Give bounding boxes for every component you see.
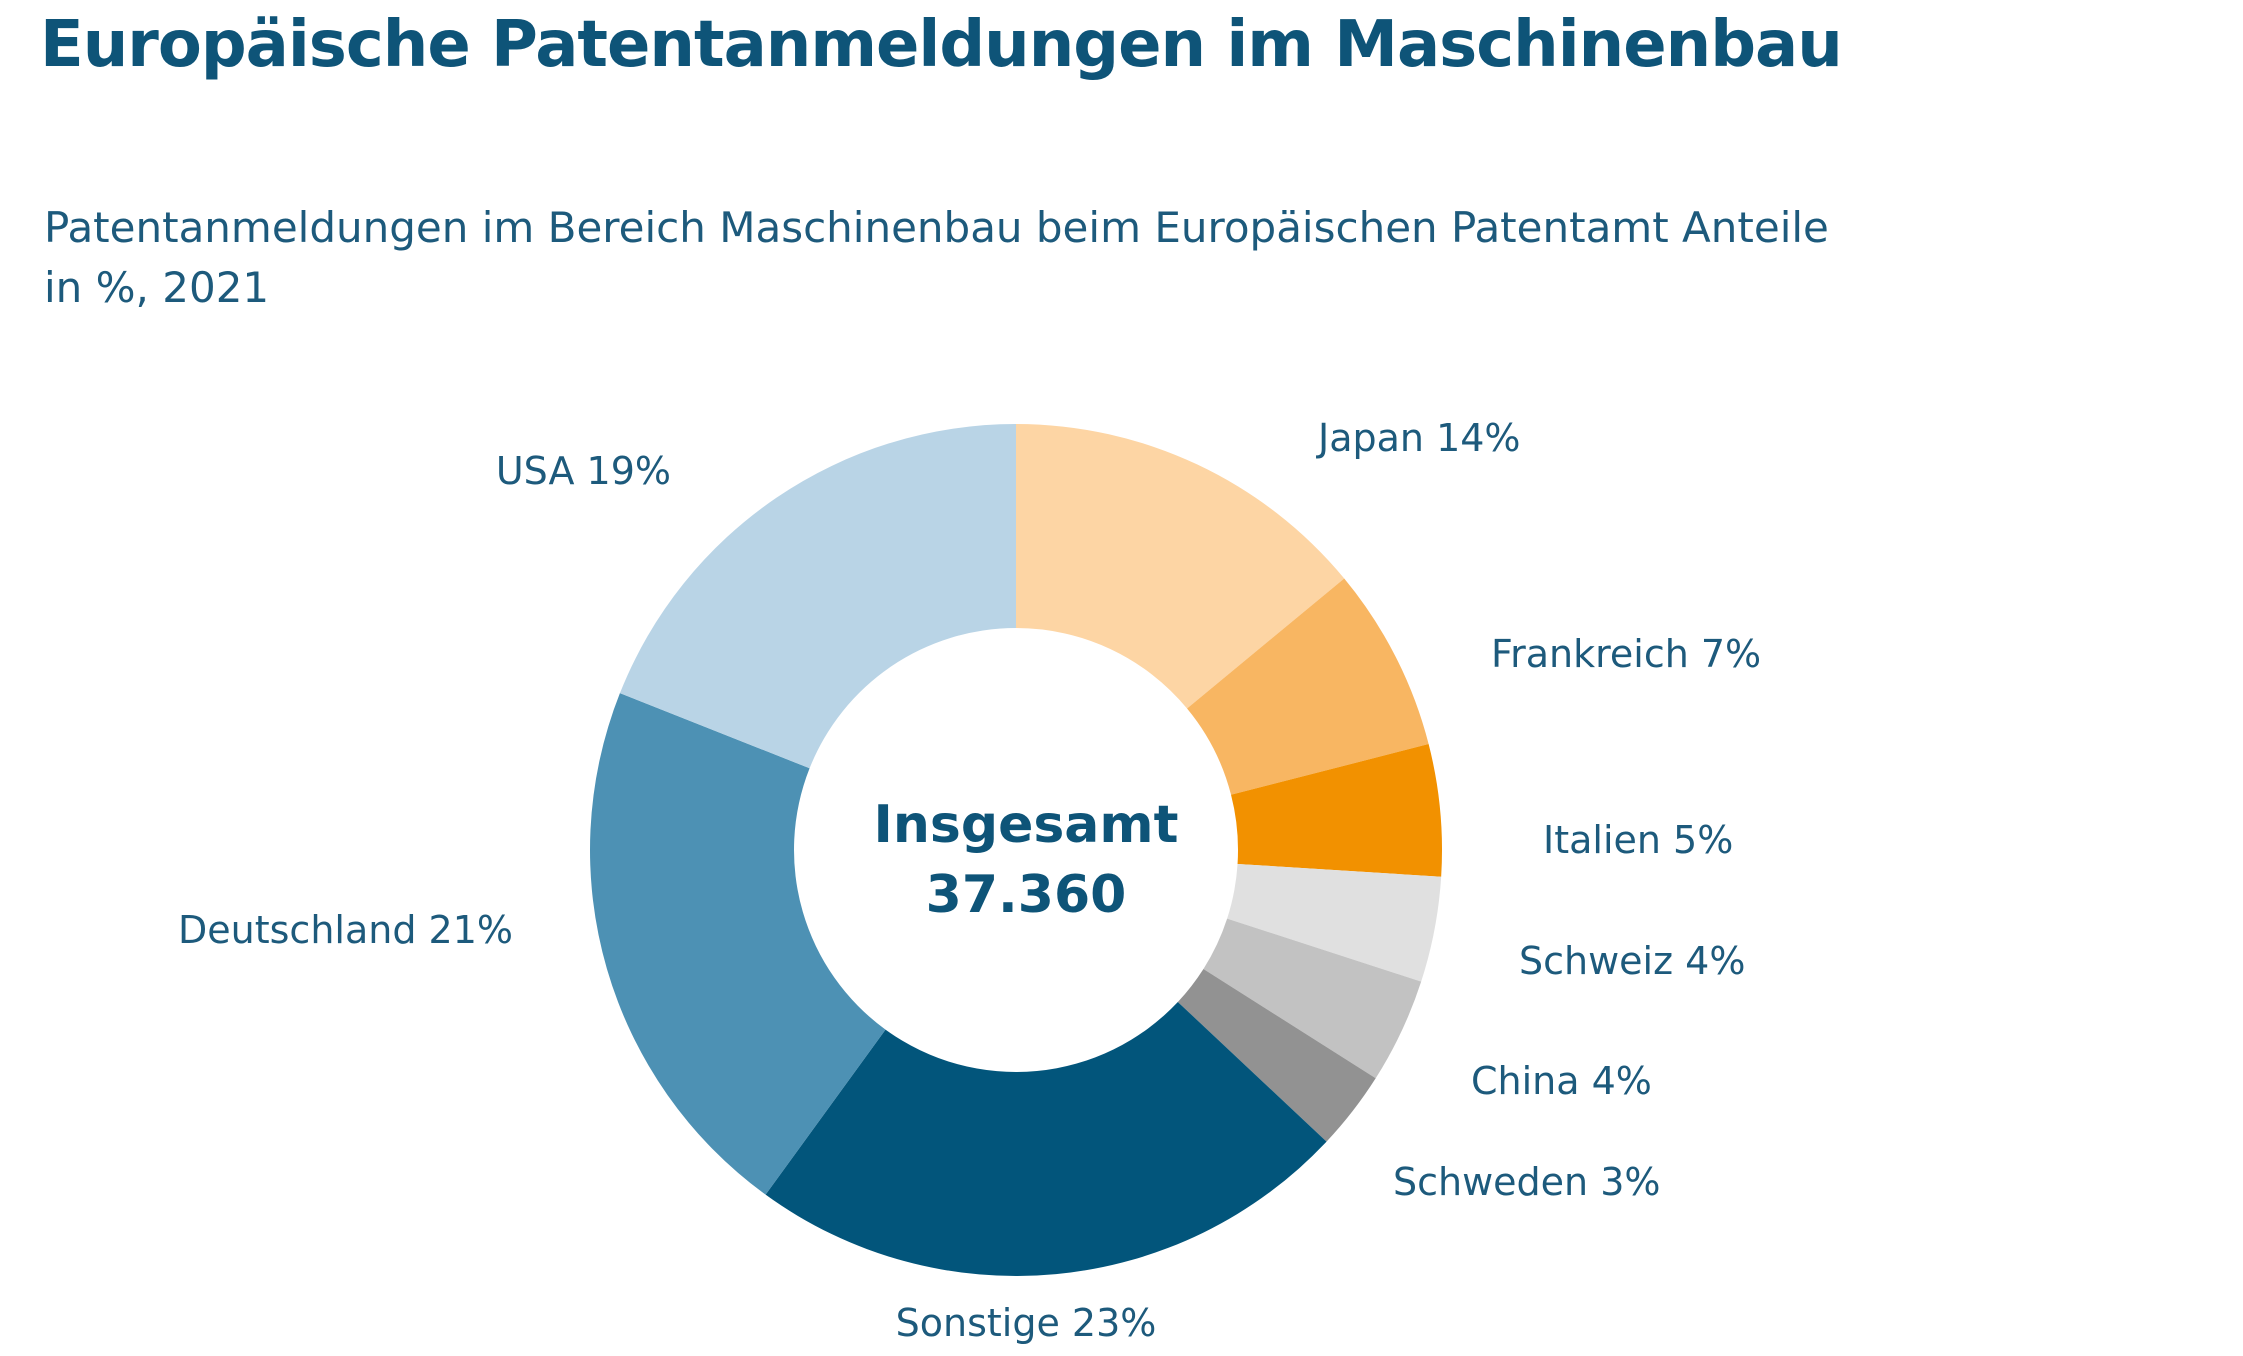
slice-italien	[1231, 744, 1443, 877]
chart-title: Europäische Patentanmeldungen im Maschin…	[40, 8, 1843, 82]
slice-japan	[1016, 424, 1345, 709]
slice-labels: Japan 14% Frankreich 7% Italien 5% Schweiz …	[178, 416, 1761, 1345]
center-total: 37.360	[926, 865, 1127, 925]
center-label: Insgesamt	[874, 795, 1179, 855]
chart-subtitle: Patentanmeldungen im Bereich Maschinenba…	[44, 198, 1944, 318]
slice-china	[1203, 918, 1422, 1079]
slice-frankreich	[1187, 578, 1429, 795]
slice-label-italien: Italien 5%	[1543, 818, 1733, 862]
slice-label-schweiz: Schweiz 4%	[1519, 939, 1745, 983]
slice-label-schweden: Schweden 3%	[1393, 1160, 1661, 1204]
slice-schweden	[1177, 968, 1376, 1142]
slice-label-deutschland: Deutschland 21%	[178, 908, 513, 952]
slice-label-sonstige: Sonstige 23%	[896, 1301, 1157, 1345]
chart-subtitle-line-2: in %, 2021	[44, 263, 270, 312]
slice-deutschland	[590, 693, 886, 1195]
slice-schweiz	[1227, 863, 1442, 982]
slice-sonstige	[765, 1001, 1327, 1277]
slice-label-usa: USA 19%	[496, 449, 671, 493]
slice-label-japan: Japan 14%	[1316, 416, 1521, 460]
chart-subtitle-line-1: Patentanmeldungen im Bereich Maschinenba…	[44, 203, 1829, 252]
slice-label-frankreich: Frankreich 7%	[1491, 632, 1761, 676]
slice-label-china: China 4%	[1471, 1059, 1652, 1103]
donut-slices	[590, 424, 1443, 1277]
slice-usa	[619, 424, 1016, 769]
